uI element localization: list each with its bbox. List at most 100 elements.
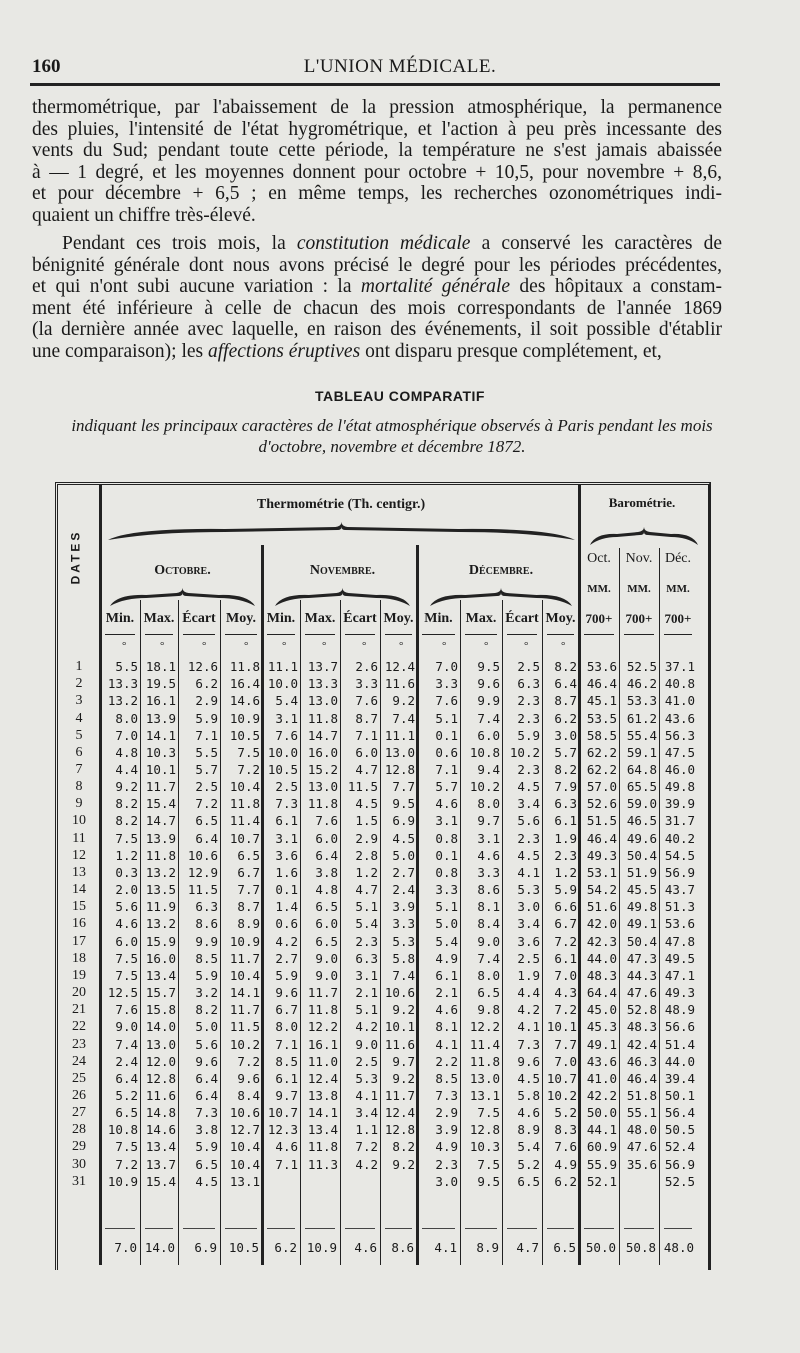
value-cell: 8.6 — [195, 916, 218, 932]
value-cell: 50.4 — [626, 847, 657, 863]
day-cell: 8 — [75, 779, 83, 795]
value-cell: 9.0 — [355, 1036, 378, 1052]
value-cell: 15.4 — [145, 796, 176, 812]
header-underline — [345, 634, 375, 635]
value-cell: 5.2 — [554, 1105, 577, 1121]
value-cell: 5.0 — [435, 916, 458, 932]
value-cell: 0.3 — [115, 864, 138, 880]
month-label: Octobre. — [154, 563, 211, 578]
value-cell: 2.3 — [517, 762, 540, 778]
value-cell: 46.0 — [664, 762, 695, 778]
value-cell: 49.1 — [626, 916, 657, 932]
data-table: 1 5.5 18.1 12.6 11.8 11.1 13.7 2.6 12.4 7.0 9.5 2.5… — [60, 658, 697, 1190]
value-cell: 3.1 — [435, 813, 458, 829]
column-header-écart: Écart — [505, 611, 539, 626]
value-cell: 3.3 — [477, 864, 500, 880]
value-cell: 52.1 — [586, 1173, 617, 1189]
value-cell: 5.1 — [355, 899, 378, 915]
table-row: 11 7.5 13.9 6.4 10.7 3.1 6.0 2.9 4.5 0.8 3.1 2.3 1.9… — [60, 830, 697, 847]
value-cell: 8.2 — [115, 796, 138, 812]
value-cell: 5.2 — [517, 1156, 540, 1172]
value-cell: 9.0 — [115, 1019, 138, 1035]
value-cell: 43.6 — [664, 710, 695, 726]
value-cell: 39.4 — [664, 1070, 695, 1086]
column-header-min: Min. — [105, 611, 135, 626]
value-cell: 13.3 — [107, 676, 138, 692]
value-cell: 8.2 — [195, 1002, 218, 1018]
value-cell: 43.6 — [586, 1053, 617, 1069]
value-cell: 6.7 — [554, 916, 577, 932]
value-cell: 11.7 — [307, 985, 338, 1001]
table-frame — [55, 482, 711, 1270]
value-cell: 5.1 — [435, 899, 458, 915]
table-row: 26 5.2 11.6 6.4 8.4 9.7 13.8 4.1 11.7 7.3 13.1 5.8 1… — [60, 1087, 697, 1104]
average-separator — [267, 1228, 295, 1229]
value-cell: 4.2 — [517, 1002, 540, 1018]
value-cell: 35.6 — [626, 1156, 657, 1172]
value-cell: 9.6 — [237, 1070, 260, 1086]
dates-label-text: DATES — [68, 529, 83, 585]
value-cell: 7.6 — [275, 727, 298, 743]
average-separator — [507, 1228, 537, 1229]
value-cell: 5.5 — [195, 744, 218, 760]
value-cell: 2.3 — [517, 693, 540, 709]
table-row: 19 7.5 13.4 5.9 10.4 5.9 9.0 3.1 7.4 6.1 8.0 1.9 7.0… — [60, 967, 697, 984]
value-cell: 9.5 — [477, 1173, 500, 1189]
value-cell: 11.8 — [307, 1139, 338, 1155]
value-cell: 10.1 — [384, 1019, 415, 1035]
value-cell: 3.0 — [435, 1173, 458, 1189]
text-span: ment été inférieure à celle de chacun de… — [32, 297, 722, 319]
text-line: ment été inférieure à celle de chacun de… — [32, 298, 722, 319]
degree-mark: ° — [442, 640, 447, 652]
value-cell: 61.2 — [626, 710, 657, 726]
value-cell: 4.6 — [115, 916, 138, 932]
value-cell: 11.5 — [347, 779, 378, 795]
value-cell: 4.5 — [392, 830, 415, 846]
value-cell: 6.6 — [554, 899, 577, 915]
day-cell: 21 — [72, 1002, 86, 1018]
table-row: 14 2.0 13.5 11.5 7.7 0.1 4.8 4.7 2.4 3.3 8.6 5.3 5.9… — [60, 881, 697, 898]
value-cell: 10.7 — [229, 830, 260, 846]
column-divider — [459, 600, 461, 1265]
value-cell: 8.4 — [477, 916, 500, 932]
average-cell: 6.2 — [274, 1240, 297, 1255]
day-cell: 27 — [72, 1105, 86, 1121]
value-cell: 42.3 — [586, 933, 617, 949]
day-cell: 16 — [72, 916, 86, 932]
value-cell: 7.6 — [435, 693, 458, 709]
value-cell: 7.1 — [435, 762, 458, 778]
value-cell: 4.1 — [355, 1087, 378, 1103]
value-cell: 6.1 — [435, 967, 458, 983]
value-cell: 41.0 — [664, 693, 695, 709]
value-cell: 10.1 — [546, 1019, 577, 1035]
table-row: 1 5.5 18.1 12.6 11.8 11.1 13.7 2.6 12.4 7.0 9.5 2.5… — [60, 658, 697, 675]
value-cell: 1.1 — [355, 1122, 378, 1138]
average-separator — [225, 1228, 257, 1229]
value-cell: 46.3 — [626, 1053, 657, 1069]
value-cell: 11.6 — [145, 1087, 176, 1103]
value-cell: 12.0 — [145, 1053, 176, 1069]
value-cell: 4.5 — [517, 779, 540, 795]
baro-base-label: 700+ — [585, 611, 613, 626]
value-cell: 11.1 — [267, 659, 298, 675]
value-cell: 50.0 — [586, 1105, 617, 1121]
value-cell: 6.2 — [554, 710, 577, 726]
value-cell: 2.7 — [275, 950, 298, 966]
value-cell: 13.2 — [145, 916, 176, 932]
value-cell: 6.0 — [115, 933, 138, 949]
value-cell: 13.0 — [384, 744, 415, 760]
value-cell: 5.9 — [195, 967, 218, 983]
value-cell: 60.9 — [586, 1139, 617, 1155]
value-cell: 3.9 — [392, 899, 415, 915]
value-cell: 2.3 — [435, 1156, 458, 1172]
text-line: bénignité générale dont nous avons préci… — [32, 255, 722, 276]
value-cell: 37.1 — [664, 659, 695, 675]
average-cell: 10.9 — [306, 1240, 337, 1255]
value-cell: 14.8 — [145, 1105, 176, 1121]
column-divider — [98, 485, 102, 1265]
value-cell: 14.1 — [307, 1105, 338, 1121]
value-cell: 2.5 — [517, 950, 540, 966]
value-cell: 13.7 — [145, 1156, 176, 1172]
value-cell: 11.7 — [229, 950, 260, 966]
value-cell: 44.3 — [626, 967, 657, 983]
